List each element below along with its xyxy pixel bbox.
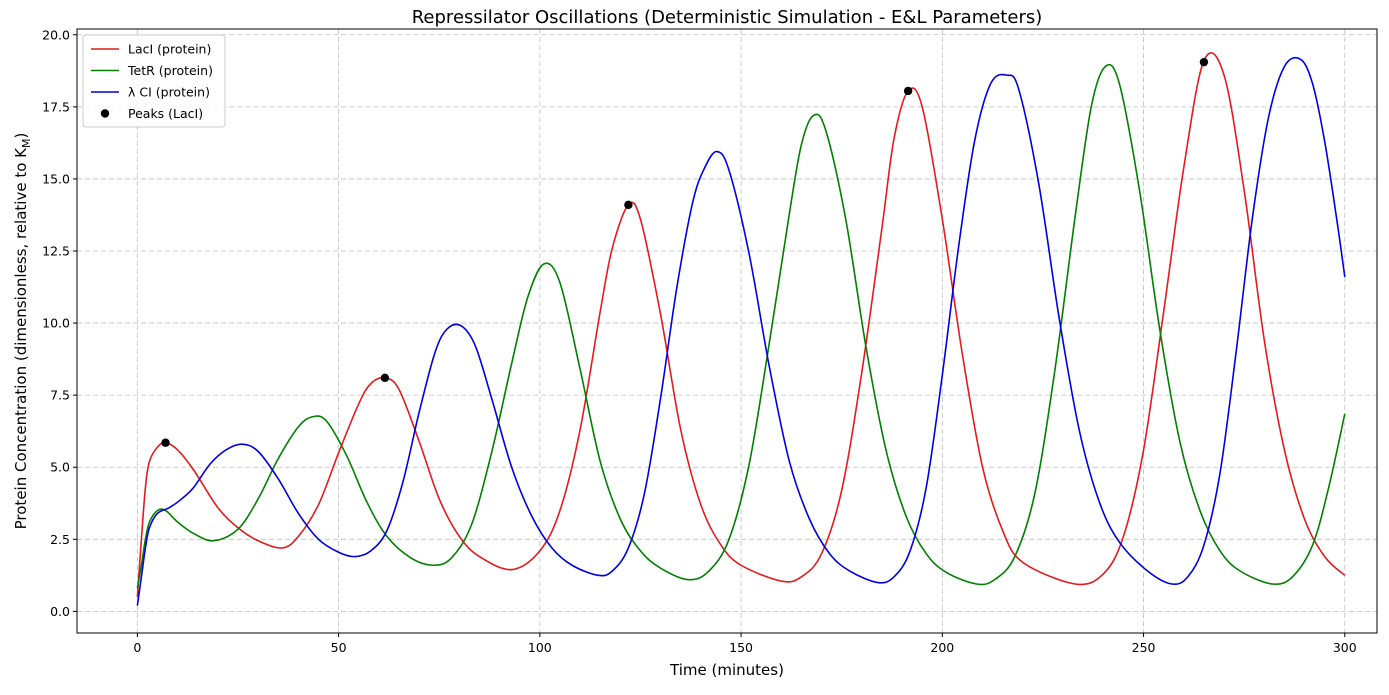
tetr-line xyxy=(136,63,1346,589)
y-tick-label: 10.0 xyxy=(42,316,70,331)
y-axis-title-subscript: M xyxy=(20,139,33,149)
x-tick-label: 100 xyxy=(528,640,552,655)
y-axis-title-main: Protein Concentration (dimensionless, re… xyxy=(12,147,30,530)
peak-marker xyxy=(624,200,633,210)
chart-title: Repressilator Oscillations (Deterministi… xyxy=(412,7,1043,28)
y-axis-title-suffix: ) xyxy=(12,133,30,139)
y-tick-label: 20.0 xyxy=(42,27,70,42)
peak-marker xyxy=(1199,57,1209,67)
y-tick-label: 7.5 xyxy=(50,388,70,403)
y-tick-label: 2.5 xyxy=(50,532,70,547)
x-tick-label: 200 xyxy=(930,640,954,655)
legend-box xyxy=(82,34,226,128)
legend-label: Peaks (LacI) xyxy=(128,106,203,121)
legend-label: LacI (protein) xyxy=(128,42,211,57)
x-tick-label: 300 xyxy=(1333,640,1357,655)
x-tick-label: 150 xyxy=(729,640,753,655)
laci-line xyxy=(136,52,1346,598)
x-tick-label: 250 xyxy=(1132,640,1156,655)
legend-label: λ CI (protein) xyxy=(128,85,210,100)
peak-markers xyxy=(161,57,1209,447)
y-tick-label: 17.5 xyxy=(42,99,70,114)
y-axis-title: Protein Concentration (dimensionless, re… xyxy=(12,133,33,530)
series-lines xyxy=(136,52,1346,606)
axis-ticks: 0 50 100 150 200 250 300 0.0 2.5 5.0 7.5 10.0 12.5 15… xyxy=(42,27,1357,655)
y-tick-label: 0.0 xyxy=(50,604,70,619)
peak-marker xyxy=(380,373,390,383)
peak-marker xyxy=(903,86,913,96)
legend-label: TetR (protein) xyxy=(127,63,213,78)
lambda-ci-line xyxy=(136,56,1346,606)
y-tick-label: 12.5 xyxy=(42,243,70,258)
peak-marker xyxy=(161,438,170,447)
grid xyxy=(77,29,1377,633)
y-tick-label: 5.0 xyxy=(50,460,70,475)
legend-marker xyxy=(100,109,110,118)
plot-frame xyxy=(76,28,1378,634)
x-axis-title: Time (minutes) xyxy=(669,661,784,679)
x-tick-label: 0 xyxy=(133,640,141,655)
x-tick-label: 50 xyxy=(331,640,347,655)
y-tick-label: 15.0 xyxy=(42,171,70,186)
legend: LacI (protein) TetR (protein) λ CI (protei… xyxy=(82,34,226,128)
